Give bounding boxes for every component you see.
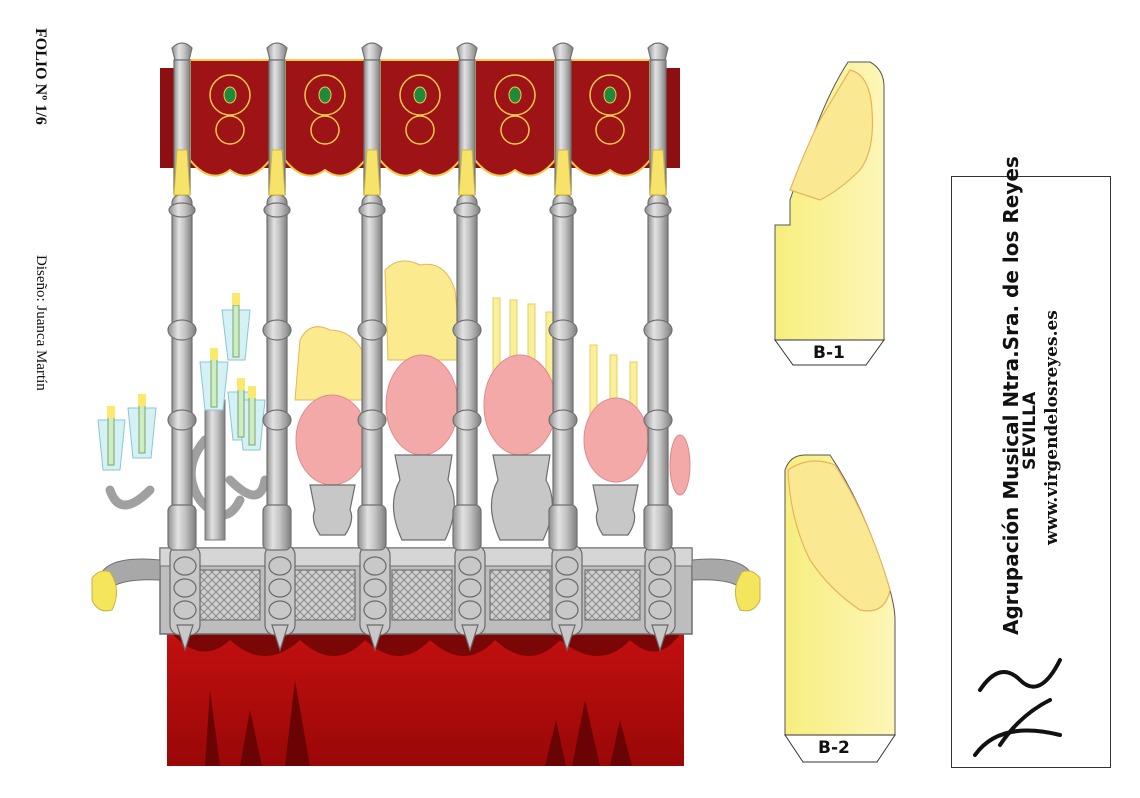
canopy-panels — [160, 59, 680, 177]
flower-arrangements — [294, 260, 691, 541]
tab-b1 — [774, 61, 885, 366]
design-credit: Diseño: Juanca Martín — [33, 255, 49, 391]
website-link[interactable]: www.virgendelosreyes.es — [1042, 310, 1062, 545]
red-drape-skirt — [167, 628, 684, 766]
tab-b2-label: B-2 — [818, 738, 850, 758]
gold-tassels — [173, 149, 667, 196]
candelabra — [97, 293, 270, 541]
vr-monogram-logo — [973, 658, 1062, 757]
credit-box — [951, 176, 1111, 768]
city-name: SEVILLA — [1020, 391, 1040, 470]
tab-b2 — [784, 454, 896, 763]
folio-number: FOLIO Nº 1/6 — [32, 28, 49, 125]
tab-b1-label: B-1 — [813, 343, 845, 363]
